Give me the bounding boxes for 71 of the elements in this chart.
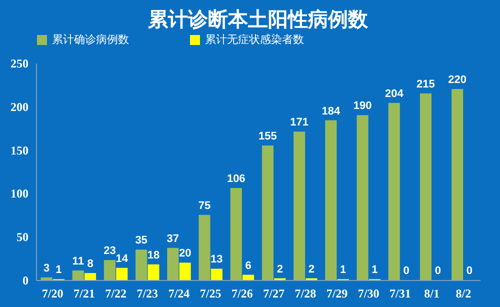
data-label: 14 [116, 252, 129, 265]
x-tick-label: 7/25 [200, 286, 222, 300]
bar [388, 102, 400, 280]
legend-label: 累计确诊病例数 [52, 33, 129, 46]
data-label: 37 [166, 232, 180, 245]
data-label: 204 [384, 88, 404, 100]
data-label: 6 [245, 260, 252, 272]
data-label: 20 [178, 248, 192, 260]
bar [148, 264, 160, 280]
x-tick-label: 7/27 [263, 286, 284, 300]
data-label: 155 [258, 130, 277, 142]
x-tick-label: 7/31 [390, 286, 411, 300]
data-label: 1 [56, 264, 62, 276]
legend-label: 累计无症状感染者数 [205, 33, 304, 46]
data-label: 190 [353, 100, 372, 112]
y-tick-label: 0 [22, 274, 28, 288]
x-tick-label: 7/26 [232, 286, 253, 300]
x-tick-label: 7/28 [294, 286, 316, 300]
bar [242, 274, 254, 280]
y-tick-label: 50 [16, 230, 28, 244]
y-tick-label: 150 [10, 143, 28, 158]
x-tick-label: 7/29 [326, 286, 348, 300]
data-label: 18 [147, 249, 160, 262]
data-label: 0 [403, 265, 410, 277]
y-tick-label: 250 [10, 56, 28, 70]
data-label: 215 [416, 78, 435, 90]
data-label: 106 [226, 172, 246, 185]
bar [136, 250, 148, 280]
data-label: 23 [104, 245, 116, 258]
data-label: 2 [276, 263, 283, 276]
data-label: 220 [448, 74, 467, 86]
data-label: 0 [466, 265, 473, 277]
data-label: 0 [434, 265, 441, 277]
bar [294, 132, 306, 280]
bar [325, 120, 337, 280]
y-tick-label: 100 [10, 186, 28, 201]
data-label: 8 [87, 258, 94, 270]
bar [356, 115, 368, 280]
data-label: 11 [72, 255, 84, 268]
data-label: 1 [340, 264, 346, 276]
x-tick-label: 7/22 [105, 286, 126, 300]
bar [210, 268, 222, 280]
chart-title: 累计诊断本土阳性病例数 [147, 7, 369, 31]
bar [420, 93, 432, 280]
bar [116, 268, 128, 280]
y-tick-label: 200 [10, 100, 28, 114]
data-label: 2 [308, 263, 315, 276]
bar [84, 273, 96, 280]
data-label: 13 [210, 254, 223, 266]
bar [167, 248, 179, 280]
x-tick-label: 8/2 [456, 286, 472, 300]
data-label: 35 [135, 234, 148, 247]
data-label: 171 [290, 116, 309, 129]
data-label: 1 [372, 264, 378, 276]
x-tick-label: 7/21 [74, 286, 95, 300]
x-tick-label: 7/20 [42, 286, 64, 300]
x-tick-label: 7/23 [136, 286, 158, 300]
data-label: 3 [43, 262, 50, 274]
bar [179, 262, 191, 280]
bar [262, 145, 274, 280]
bar [40, 277, 52, 280]
x-tick-label: 8/1 [424, 286, 440, 300]
bar [452, 89, 464, 280]
x-tick-label: 7/30 [358, 286, 380, 300]
bar [104, 260, 116, 280]
data-label: 184 [322, 105, 341, 118]
data-label: 75 [198, 200, 211, 212]
bar [198, 214, 210, 280]
bar [72, 270, 84, 280]
x-tick-label: 7/24 [168, 286, 190, 300]
bar [230, 188, 242, 280]
